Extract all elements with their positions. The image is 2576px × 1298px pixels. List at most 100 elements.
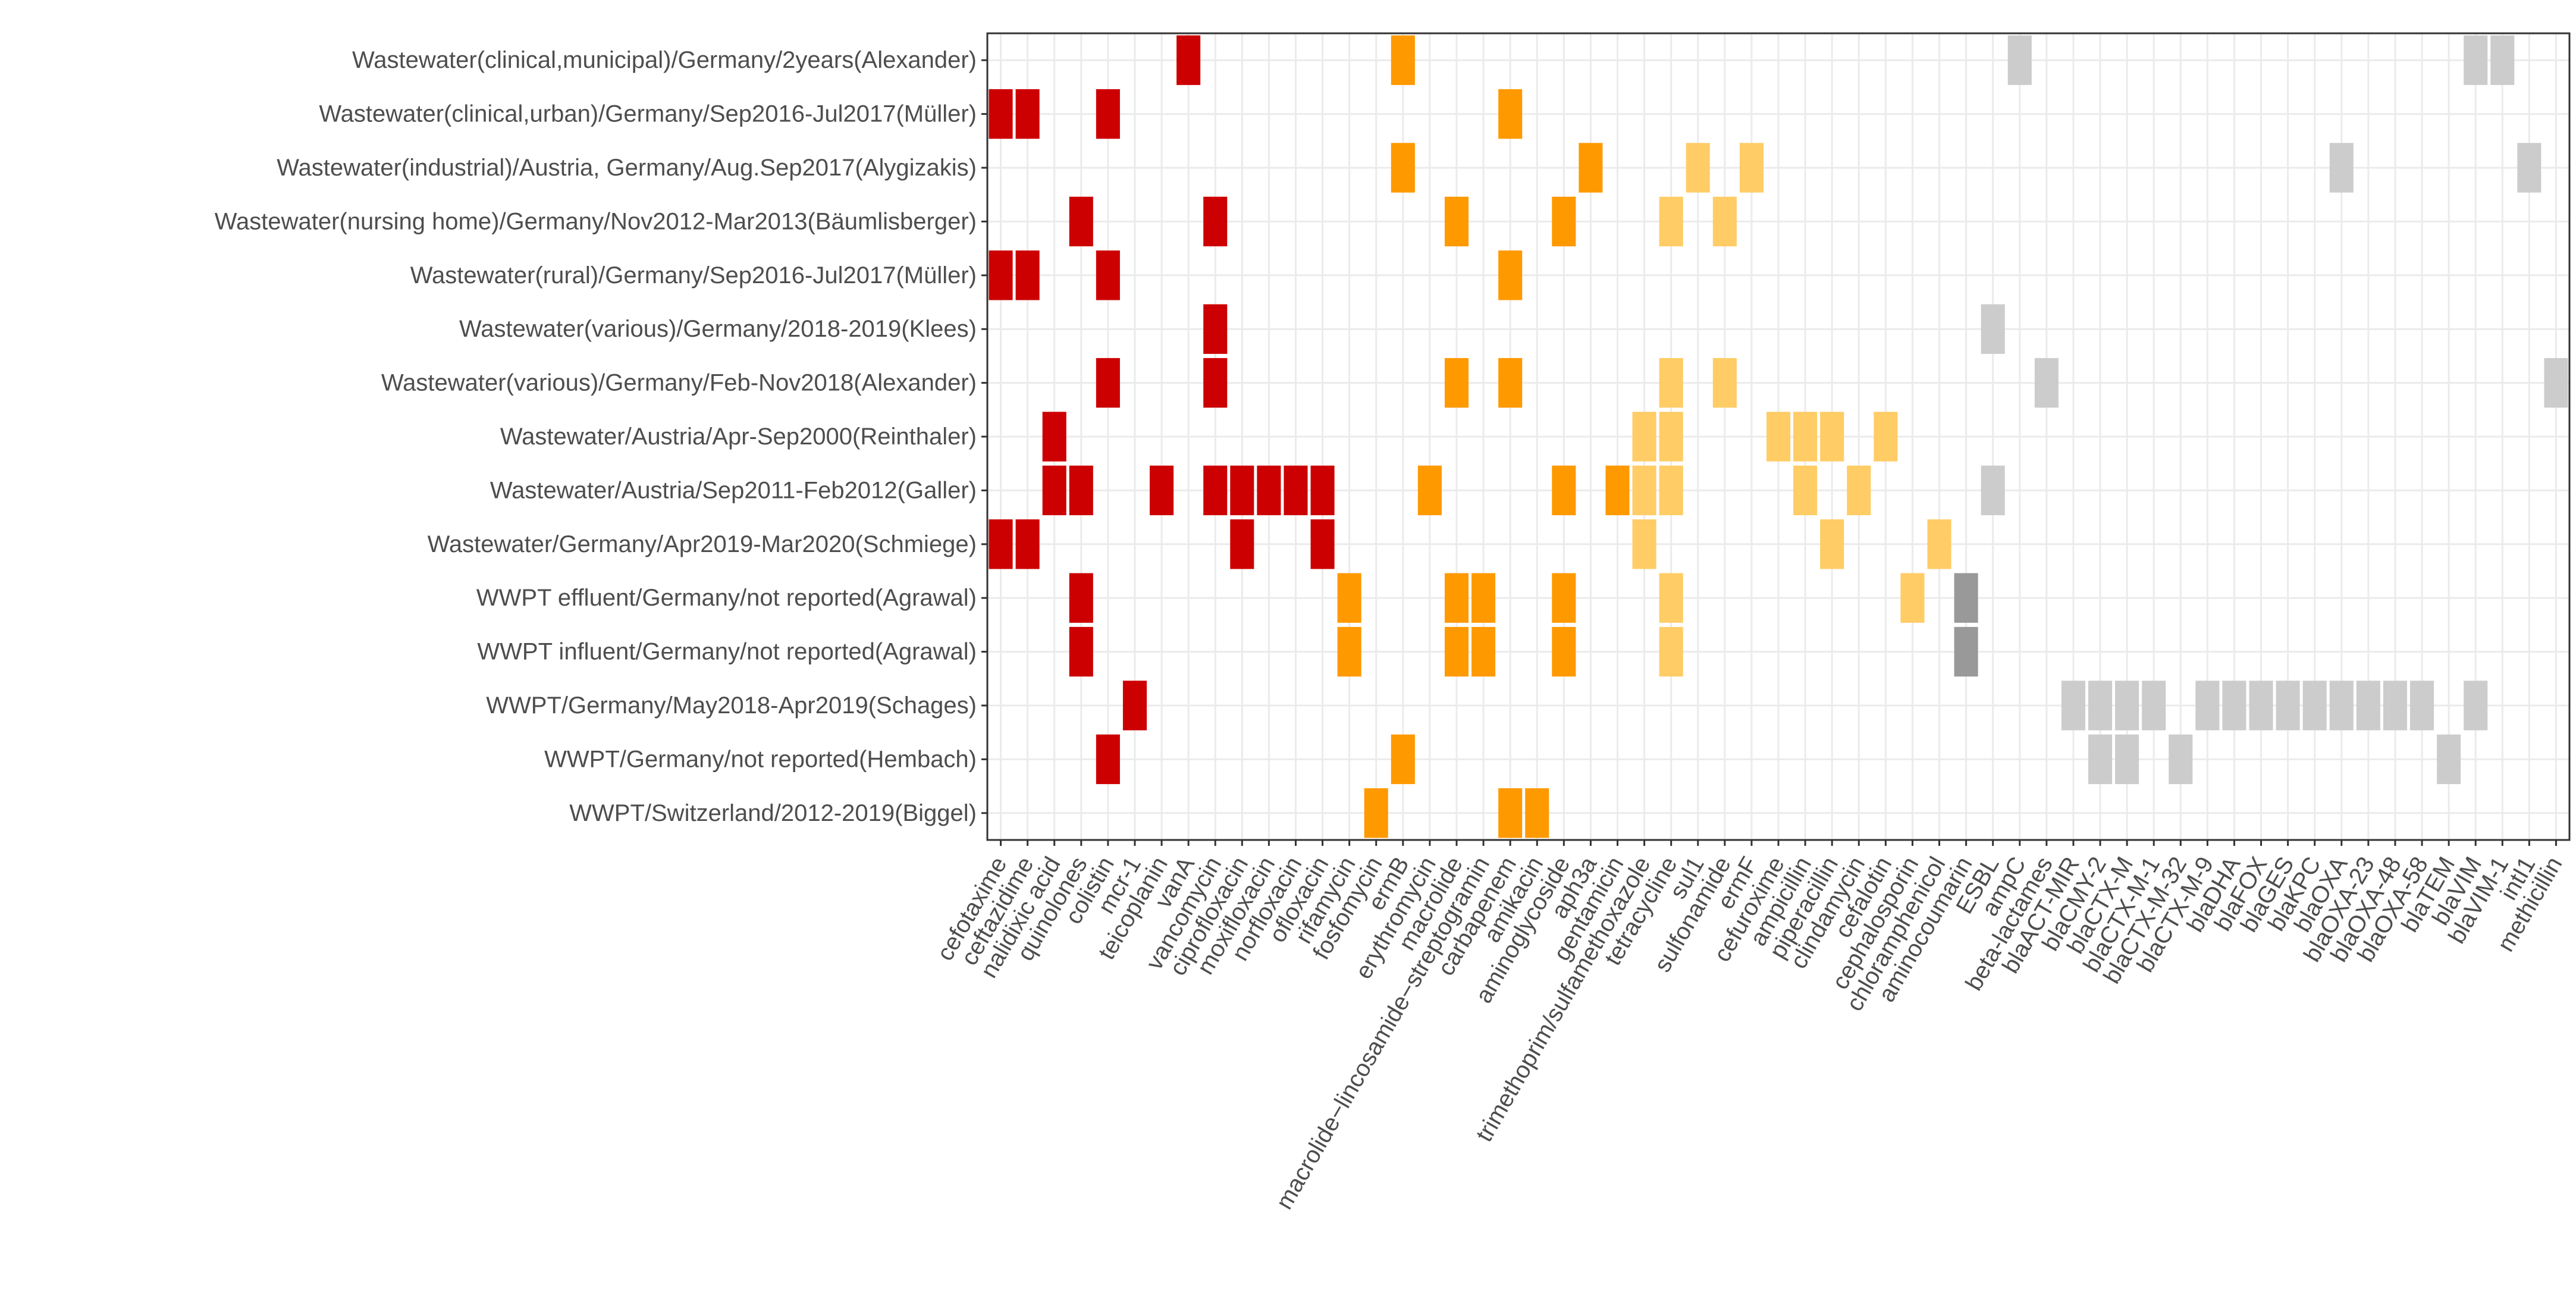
heatmap-cell [2383, 681, 2407, 730]
heatmap-cell [1525, 788, 1549, 838]
heatmap-cell [1927, 519, 1951, 569]
heatmap-cell [2061, 681, 2085, 730]
heatmap-cell [1552, 626, 1576, 677]
y-axis-tick-labels: Wastewater(clinical,municipal)/Germany/2… [215, 47, 987, 826]
heatmap-cell [1122, 681, 1147, 730]
heatmap-cell [1015, 250, 1040, 300]
y-tick-label: Wastewater(clinical,urban)/Germany/Sep20… [319, 101, 977, 127]
y-tick-label: Wastewater/Austria/Apr-Sep2000(Reinthale… [500, 424, 977, 450]
heatmap-cell [2464, 35, 2488, 85]
heatmap-cell [1069, 465, 1093, 516]
heatmap-cell [1444, 626, 1469, 677]
heatmap-cell [1981, 465, 2005, 516]
heatmap-cell [1337, 626, 1361, 677]
heatmap-cell [1498, 250, 1523, 300]
heatmap-cell [1391, 143, 1415, 193]
heatmap-cell [1659, 573, 1683, 623]
heatmap-cell [1847, 465, 1871, 516]
heatmap-cell [2115, 681, 2139, 730]
heatmap-cell [2142, 681, 2166, 730]
heatmap-cell [1096, 250, 1120, 300]
heatmap-cell [1981, 304, 2005, 354]
y-tick-label: WWPT/Germany/May2018-Apr2019(Schages) [486, 692, 977, 719]
heatmap-cell [1659, 358, 1683, 408]
heatmap-cell [2329, 681, 2354, 730]
heatmap-cell [1284, 465, 1308, 516]
heatmap-cell [1444, 358, 1469, 408]
heatmap-cell [1096, 358, 1120, 408]
heatmap-cell [1069, 196, 1093, 247]
heatmap-cell [1954, 626, 1978, 677]
heatmap-cell [1793, 465, 1818, 516]
heatmap-cell [1337, 573, 1361, 623]
heatmap-cell [2276, 681, 2300, 730]
heatmap-cell [1498, 358, 1523, 408]
heatmap-cell [2034, 358, 2059, 408]
heatmap-cell [2222, 681, 2246, 730]
heatmap-cell [2007, 35, 2032, 85]
heatmap-cell [1042, 412, 1066, 462]
heatmap-cell [1552, 196, 1576, 247]
heatmap-cell [1203, 196, 1228, 247]
heatmap-cell [1042, 465, 1066, 516]
heatmap-cell [1820, 412, 1844, 462]
heatmap-cells [989, 35, 2568, 838]
heatmap-cell [1820, 519, 1844, 569]
heatmap-cell [2088, 681, 2113, 730]
heatmap-cell [1900, 573, 1925, 623]
y-tick-label: WWPT influent/Germany/not reported(Agraw… [477, 639, 977, 665]
heatmap-cell [1954, 573, 1978, 623]
y-tick-label: Wastewater(rural)/Germany/Sep2016-Jul201… [410, 262, 977, 289]
heatmap-cell [1069, 626, 1093, 677]
panel-gridlines [987, 33, 2569, 840]
heatmap-cell [1739, 143, 1764, 193]
heatmap-cell [1310, 465, 1335, 516]
heatmap-cell [1203, 358, 1228, 408]
y-tick-label: Wastewater(various)/Germany/Feb-Nov2018(… [381, 370, 977, 396]
heatmap-cell [1498, 89, 1523, 139]
y-tick-label: WWPT/Switzerland/2012-2019(Biggel) [569, 800, 977, 826]
heatmap-cell [1069, 573, 1093, 623]
heatmap-cell [1257, 465, 1281, 516]
y-tick-label: WWPT/Germany/not reported(Hembach) [544, 746, 977, 772]
heatmap-cell [1659, 412, 1683, 462]
heatmap-cell [1659, 465, 1683, 516]
heatmap-cell [2088, 734, 2113, 785]
heatmap-cell [1552, 465, 1576, 516]
heatmap-cell [1150, 465, 1174, 516]
heatmap-cell [1552, 573, 1576, 623]
heatmap-cell [1176, 35, 1201, 85]
y-tick-label: Wastewater(industrial)/Austria, Germany/… [277, 155, 977, 181]
heatmap-cell [2249, 681, 2273, 730]
heatmap-cell [1096, 89, 1120, 139]
heatmap-cell [1230, 465, 1254, 516]
heatmap-cell [1444, 196, 1469, 247]
heatmap-cell [2544, 358, 2568, 408]
heatmap-cell [1874, 412, 1898, 462]
heatmap-cell [2302, 681, 2327, 730]
y-tick-label: WWPT effluent/Germany/not reported(Agraw… [476, 585, 977, 611]
heatmap-cell [1203, 465, 1228, 516]
heatmap-cell [1579, 143, 1603, 193]
y-tick-label: Wastewater/Austria/Sep2011-Feb2012(Galle… [490, 477, 977, 503]
heatmap-cell [1632, 465, 1656, 516]
heatmap-cell [1766, 412, 1791, 462]
heatmap-cell [2464, 681, 2488, 730]
y-tick-label: Wastewater(nursing home)/Germany/Nov2012… [215, 208, 977, 234]
heatmap-cell [1417, 465, 1442, 516]
heatmap-cell [1712, 196, 1737, 247]
heatmap-cell [2490, 35, 2515, 85]
heatmap-cell [2517, 143, 2542, 193]
heatmap-cell [989, 89, 1013, 139]
y-tick-label: Wastewater(clinical,municipal)/Germany/2… [352, 47, 977, 73]
heatmap-cell [1364, 788, 1388, 838]
heatmap-cell [989, 250, 1013, 300]
heatmap-cell [2409, 681, 2434, 730]
heatmap-cell [2115, 734, 2139, 785]
heatmap-cell [2195, 681, 2220, 730]
heatmap-cell [2169, 734, 2193, 785]
heatmap-cell [1632, 412, 1656, 462]
heatmap-cell [1793, 412, 1818, 462]
